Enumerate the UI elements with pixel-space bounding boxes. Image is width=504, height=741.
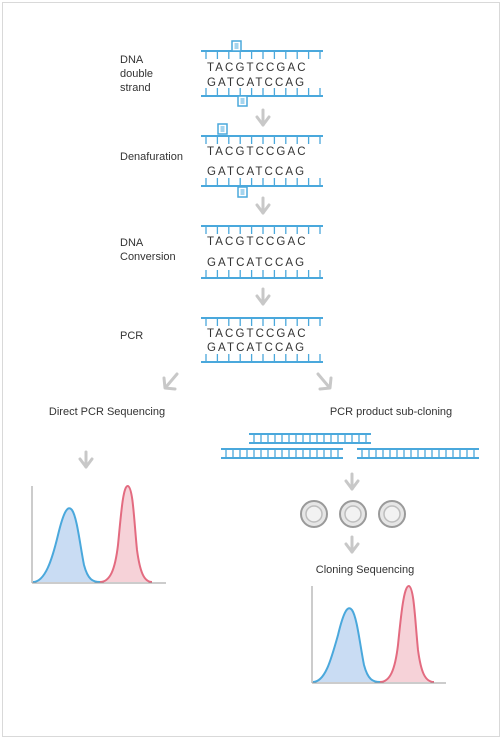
arrow-down-icon: [255, 287, 271, 306]
top-sequence: TACGTCCGAC: [207, 146, 308, 158]
direct-pcr-sequencing-label: Direct PCR Sequencing: [49, 406, 165, 418]
strand-ticks: [205, 136, 321, 144]
arrow-down-left-icon: [162, 372, 179, 391]
strand-ticks: [205, 226, 321, 234]
pcr-subcloning-label: PCR product sub-cloning: [330, 406, 452, 418]
pcr-strands: TACGTCCGAC GATCATCCAG: [201, 317, 323, 363]
arrow-down-icon: [78, 450, 94, 469]
arrow-down-icon: [255, 108, 271, 127]
step-label-pcr: PCR: [120, 330, 143, 342]
methyl-marker-icon: [217, 123, 228, 135]
top-sequence: TACGTCCGAC: [207, 236, 308, 248]
methyl-marker-icon: [231, 40, 242, 52]
bottom-sequence: GATCATCCAG: [207, 342, 306, 354]
step-label-denafuration: Denafuration: [120, 151, 183, 163]
strand-ticks: [225, 449, 339, 457]
arrow-down-icon: [344, 535, 360, 554]
colony-icon: [339, 500, 367, 528]
arrow-down-icon: [255, 196, 271, 215]
top-sequence: TACGTCCGAC: [207, 62, 308, 74]
bottom-sequence: GATCATCCAG: [207, 77, 306, 89]
subcloned-fragments: [221, 433, 479, 459]
cloning-sequencing-chromatogram: [311, 584, 446, 684]
denatured-strands: TACGTCCGAC GATCATCCAG: [201, 123, 323, 198]
direct-sequencing-chromatogram: [31, 484, 166, 584]
methyl-marker-icon: [237, 95, 248, 107]
dna-double-strand: TACGTCCGAC GATCATCCAG: [201, 40, 323, 107]
converted-strands: TACGTCCGAC GATCATCCAG: [201, 225, 323, 279]
colony-icon: [378, 500, 406, 528]
strand-ticks: [205, 51, 321, 59]
bottom-sequence: GATCATCCAG: [207, 166, 306, 178]
step-label-dna-conversion: DNA Conversion: [120, 237, 176, 263]
step-label-dna-double-strand: DNA double strand: [120, 54, 156, 94]
strand-ticks: [253, 434, 367, 442]
bottom-sequence: GATCATCCAG: [207, 257, 306, 269]
arrow-down-icon: [344, 472, 360, 491]
methyl-marker-icon: [237, 186, 248, 198]
strand-ticks: [205, 178, 321, 186]
strand-ticks: [205, 318, 321, 326]
strand-ticks: [205, 88, 321, 96]
strand-ticks: [361, 449, 475, 457]
strand-ticks: [205, 270, 321, 278]
strand-ticks: [205, 354, 321, 362]
arrow-down-right-icon: [316, 372, 333, 391]
bacterial-colonies: [300, 500, 406, 528]
colony-icon: [300, 500, 328, 528]
cloning-sequencing-label: Cloning Sequencing: [316, 564, 414, 576]
top-sequence: TACGTCCGAC: [207, 328, 308, 340]
